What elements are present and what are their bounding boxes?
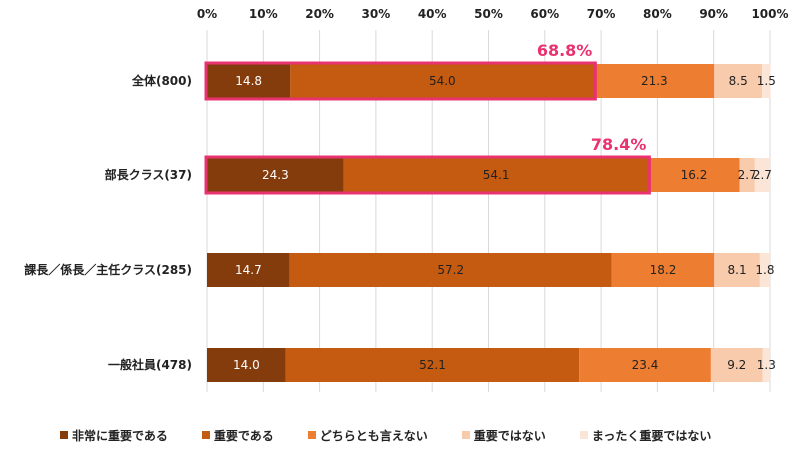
bar-segment xyxy=(285,348,580,382)
bar-segment xyxy=(289,253,612,287)
legend-item: どちらとも言えない xyxy=(307,427,428,444)
data-label: 2.7 xyxy=(738,168,757,182)
category-label: 課長／係長／主任クラス(285) xyxy=(24,262,192,277)
data-label: 18.2 xyxy=(650,263,677,277)
data-label: 23.4 xyxy=(632,358,659,372)
legend-swatch xyxy=(579,431,588,439)
legend-item: 非常に重要である xyxy=(60,427,168,444)
data-label: 21.3 xyxy=(641,74,668,88)
bar-segment xyxy=(343,158,649,192)
x-tick-label: 90% xyxy=(699,7,728,21)
bar-segment xyxy=(759,253,770,287)
legend-swatch xyxy=(60,431,68,439)
legend-label: 重要である xyxy=(213,428,274,443)
bar-segment xyxy=(207,253,290,287)
data-label: 8.1 xyxy=(728,263,747,277)
data-label: 57.2 xyxy=(437,263,464,277)
bar-segment xyxy=(207,158,344,192)
highlight-box xyxy=(204,61,597,101)
highlight-label: 78.4% xyxy=(591,135,647,154)
bar-segment xyxy=(207,348,286,382)
x-tick-label: 30% xyxy=(362,7,391,21)
bar-segment xyxy=(739,158,755,192)
bar-segment xyxy=(754,158,770,192)
x-tick-label: 100% xyxy=(751,7,788,21)
x-tick-label: 50% xyxy=(474,7,503,21)
bar-segment xyxy=(762,348,770,382)
data-label: 14.0 xyxy=(233,358,260,372)
bar-segment xyxy=(648,158,740,192)
x-tick-label: 70% xyxy=(587,7,616,21)
data-label: 2.7 xyxy=(753,168,772,182)
data-label: 14.8 xyxy=(235,74,262,88)
legend-label: 重要ではない xyxy=(473,428,546,443)
data-label: 52.1 xyxy=(419,358,446,372)
legend-label: 非常に重要である xyxy=(72,428,168,443)
legend-item: 重要である xyxy=(201,427,274,444)
data-label: 9.2 xyxy=(727,358,746,372)
x-tick-label: 10% xyxy=(249,7,278,21)
bar-segment xyxy=(207,64,291,98)
data-label: 1.5 xyxy=(757,74,776,88)
legend-label: まったく重要ではない xyxy=(591,428,712,443)
bar-segment xyxy=(579,348,711,382)
data-label: 1.8 xyxy=(755,263,774,277)
highlight-label: 68.8% xyxy=(537,41,593,60)
bar-segment xyxy=(714,253,760,287)
x-tick-label: 60% xyxy=(530,7,559,21)
highlight-box xyxy=(204,155,651,195)
data-label: 8.5 xyxy=(729,74,748,88)
category-label: 全体(800) xyxy=(131,73,192,88)
legend-swatch xyxy=(461,431,470,439)
data-label: 54.1 xyxy=(483,168,510,182)
data-label: 16.2 xyxy=(681,168,708,182)
data-label: 54.0 xyxy=(429,74,456,88)
bar-segment xyxy=(594,64,715,98)
x-tick-label: 80% xyxy=(643,7,672,21)
x-tick-label: 0% xyxy=(197,7,217,21)
legend-swatch xyxy=(201,431,210,439)
data-label: 1.3 xyxy=(757,358,776,372)
data-label: 14.7 xyxy=(235,263,262,277)
data-label: 24.3 xyxy=(262,168,289,182)
category-label: 部長クラス(37) xyxy=(105,167,192,182)
legend-label: どちらとも言えない xyxy=(319,428,428,443)
bar-segment xyxy=(290,64,595,98)
legend-item: 重要ではない xyxy=(461,427,546,444)
category-label: 一般社員(478) xyxy=(108,357,192,372)
x-tick-label: 40% xyxy=(418,7,447,21)
bar-segment xyxy=(611,253,715,287)
x-tick-label: 20% xyxy=(305,7,334,21)
bar-segment xyxy=(762,64,771,98)
bar-segment xyxy=(714,64,763,98)
legend: 非常に重要である 重要である どちらとも言えない 重要ではない まったく重要ではない xyxy=(60,425,780,445)
bar-segment xyxy=(710,348,763,382)
legend-swatch xyxy=(307,431,316,439)
legend-item: まったく重要ではない xyxy=(579,427,712,444)
